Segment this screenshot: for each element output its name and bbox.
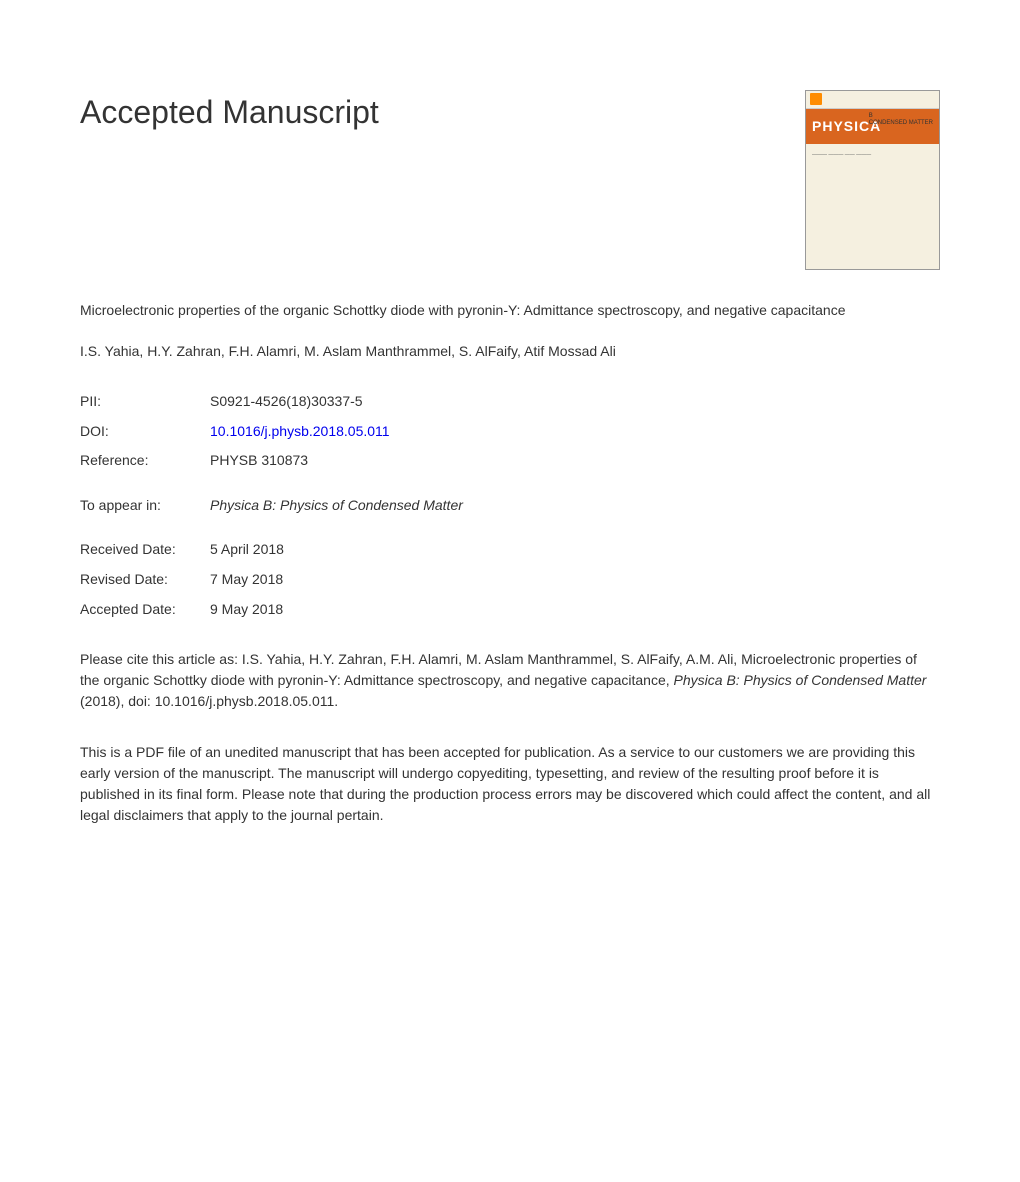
journal-cover-thumbnail: PHYSICA B CONDENSED MATTER ——— ——— —— ——… (805, 90, 940, 270)
meta-label: To appear in: (80, 496, 210, 516)
cover-body: ——— ——— —— ——— (806, 144, 939, 167)
meta-row-received: Received Date: 5 April 2018 (80, 540, 940, 560)
cover-subtitle-text: CONDENSED MATTER (869, 120, 933, 126)
meta-row-reference: Reference: PHYSB 310873 (80, 451, 940, 471)
article-title: Microelectronic properties of the organi… (80, 300, 940, 321)
meta-label: Received Date: (80, 540, 210, 560)
meta-label: Accepted Date: (80, 600, 210, 620)
meta-row-pii: PII: S0921-4526(18)30337-5 (80, 392, 940, 412)
dates-table: Received Date: 5 April 2018 Revised Date… (80, 540, 940, 619)
meta-row-revised: Revised Date: 7 May 2018 (80, 570, 940, 590)
citation-suffix: (2018), doi: 10.1016/j.physb.2018.05.011… (80, 693, 338, 709)
authors: I.S. Yahia, H.Y. Zahran, F.H. Alamri, M.… (80, 341, 940, 362)
elsevier-logo-icon (810, 93, 822, 105)
metadata-table: PII: S0921-4526(18)30337-5 DOI: 10.1016/… (80, 392, 940, 471)
meta-label: Reference: (80, 451, 210, 471)
meta-value: S0921-4526(18)30337-5 (210, 392, 940, 412)
header-row: Accepted Manuscript PHYSICA B CONDENSED … (80, 90, 940, 270)
meta-value: 9 May 2018 (210, 600, 940, 620)
meta-value: PHYSB 310873 (210, 451, 940, 471)
content-left: Accepted Manuscript (80, 90, 785, 175)
disclaimer-text: This is a PDF file of an unedited manusc… (80, 742, 940, 826)
page-heading: Accepted Manuscript (80, 90, 785, 135)
citation-text: Please cite this article as: I.S. Yahia,… (80, 649, 940, 712)
meta-label: Revised Date: (80, 570, 210, 590)
meta-label: PII: (80, 392, 210, 412)
doi-link[interactable]: 10.1016/j.physb.2018.05.011 (210, 422, 940, 442)
appear-in-table: To appear in: Physica B: Physics of Cond… (80, 496, 940, 516)
meta-value: 5 April 2018 (210, 540, 940, 560)
meta-value: 7 May 2018 (210, 570, 940, 590)
citation-journal: Physica B: Physics of Condensed Matter (674, 672, 927, 688)
meta-row-doi: DOI: 10.1016/j.physb.2018.05.011 (80, 422, 940, 442)
cover-letter: B (869, 113, 873, 119)
cover-subtitle: B CONDENSED MATTER (869, 113, 933, 127)
meta-label: DOI: (80, 422, 210, 442)
meta-row-accepted: Accepted Date: 9 May 2018 (80, 600, 940, 620)
cover-header (806, 91, 939, 109)
meta-row-appear: To appear in: Physica B: Physics of Cond… (80, 496, 940, 516)
meta-value-journal: Physica B: Physics of Condensed Matter (210, 496, 940, 516)
